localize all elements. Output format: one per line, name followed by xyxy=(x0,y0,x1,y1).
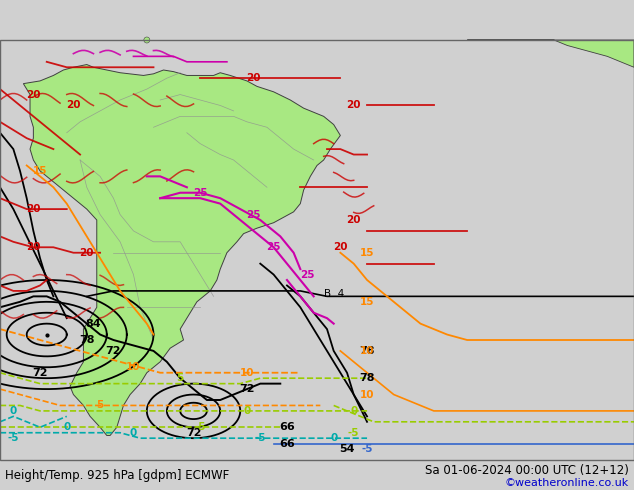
Text: 0: 0 xyxy=(10,406,17,416)
Text: 20: 20 xyxy=(247,73,261,83)
Text: -5: -5 xyxy=(348,428,359,438)
Text: 84: 84 xyxy=(86,318,101,329)
Text: 5: 5 xyxy=(176,373,184,383)
Bar xyxy=(0,460,634,490)
Bar xyxy=(0,40,634,460)
Text: B  4: B 4 xyxy=(323,289,344,298)
Text: 78: 78 xyxy=(359,346,375,356)
Text: 20: 20 xyxy=(26,90,41,99)
Text: 0: 0 xyxy=(243,406,250,416)
Text: 25: 25 xyxy=(300,270,314,280)
Text: 20: 20 xyxy=(333,242,347,252)
Text: 25: 25 xyxy=(247,210,261,220)
Text: -5: -5 xyxy=(8,433,19,443)
Text: -5: -5 xyxy=(254,433,266,443)
Text: 54: 54 xyxy=(339,444,355,454)
Text: Sa 01-06-2024 00:00 UTC (12+12): Sa 01-06-2024 00:00 UTC (12+12) xyxy=(425,464,629,476)
Text: 66: 66 xyxy=(279,439,295,449)
Text: 15: 15 xyxy=(360,297,374,307)
Text: 20: 20 xyxy=(346,215,361,225)
Text: 20: 20 xyxy=(346,100,361,110)
Text: 25: 25 xyxy=(266,242,281,252)
Text: 0: 0 xyxy=(330,433,337,443)
Text: -5: -5 xyxy=(361,444,373,454)
Text: 0: 0 xyxy=(350,406,358,416)
Text: 20: 20 xyxy=(79,248,94,258)
Text: 25: 25 xyxy=(193,188,207,198)
Polygon shape xyxy=(467,40,634,67)
Polygon shape xyxy=(23,65,340,436)
Text: 10: 10 xyxy=(126,362,141,372)
Text: 5: 5 xyxy=(96,400,104,411)
Text: 15: 15 xyxy=(33,166,48,176)
Text: 20: 20 xyxy=(26,242,41,252)
Text: 10: 10 xyxy=(360,390,374,399)
Text: 10: 10 xyxy=(360,346,374,356)
Text: Height/Temp. 925 hPa [gdpm] ECMWF: Height/Temp. 925 hPa [gdpm] ECMWF xyxy=(5,468,230,482)
Text: 0: 0 xyxy=(130,428,137,438)
Text: 72: 72 xyxy=(186,428,201,438)
Text: 15: 15 xyxy=(360,248,374,258)
Text: 10: 10 xyxy=(240,368,254,378)
Bar xyxy=(0,40,634,460)
Text: ©weatheronline.co.uk: ©weatheronline.co.uk xyxy=(505,478,629,488)
Text: 72: 72 xyxy=(239,384,255,394)
Text: -5: -5 xyxy=(195,422,206,432)
Text: 72: 72 xyxy=(106,346,121,356)
Text: 0: 0 xyxy=(63,422,70,432)
Text: 78: 78 xyxy=(79,335,94,345)
Text: 20: 20 xyxy=(26,204,41,214)
Text: 78: 78 xyxy=(359,373,375,383)
Text: 20: 20 xyxy=(66,100,81,110)
Text: 66: 66 xyxy=(279,422,295,432)
Text: 72: 72 xyxy=(32,368,48,378)
Circle shape xyxy=(144,37,150,43)
